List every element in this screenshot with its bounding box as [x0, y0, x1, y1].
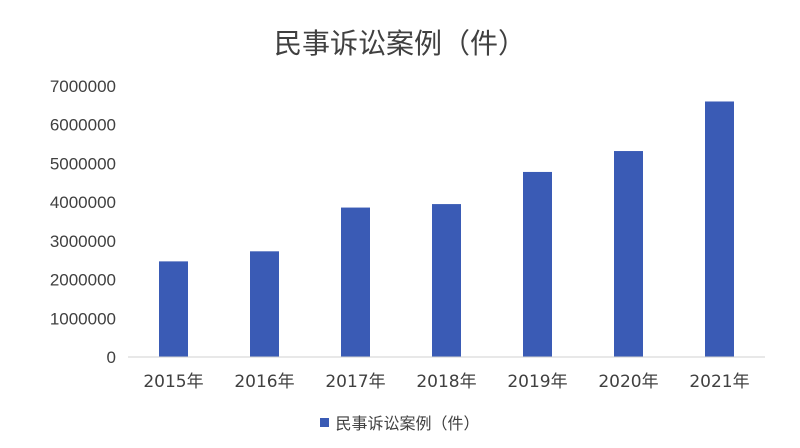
y-tick-label: 2000000 — [50, 271, 116, 290]
x-tick-label: 2016年 — [234, 372, 294, 392]
bar — [341, 207, 370, 357]
bar — [159, 261, 188, 357]
bar — [705, 101, 734, 357]
bar — [523, 171, 552, 357]
x-tick-label: 2018年 — [416, 372, 476, 392]
bar-series — [159, 101, 734, 357]
x-tick-label: 2019年 — [507, 372, 567, 392]
legend: 民事诉讼案例（件） — [0, 410, 800, 434]
x-tick-label: 2017年 — [325, 372, 385, 392]
y-tick-label: 1000000 — [50, 309, 116, 328]
chart-title: 民事诉讼案例（件） — [273, 27, 526, 60]
y-tick-label: 4000000 — [50, 193, 116, 212]
legend-label: 民事诉讼案例（件） — [335, 414, 480, 433]
y-tick-label: 0 — [107, 348, 116, 367]
x-tick-label: 2021年 — [689, 372, 749, 392]
y-axis: 0 1000000 2000000 3000000 4000000 5000000 6000… — [50, 77, 116, 367]
bar — [614, 151, 643, 357]
y-tick-label: 3000000 — [50, 232, 116, 251]
x-axis: 2015年 2016年 2017年 2018年 2019年 2020年 2021年 — [143, 372, 749, 392]
bar — [250, 251, 279, 357]
y-tick-label: 5000000 — [50, 154, 116, 173]
y-tick-label: 6000000 — [50, 116, 116, 135]
x-tick-label: 2020年 — [598, 372, 658, 392]
legend-swatch — [320, 417, 330, 427]
bar — [432, 204, 461, 357]
y-tick-label: 7000000 — [50, 77, 116, 96]
x-tick-label: 2015年 — [143, 372, 203, 392]
